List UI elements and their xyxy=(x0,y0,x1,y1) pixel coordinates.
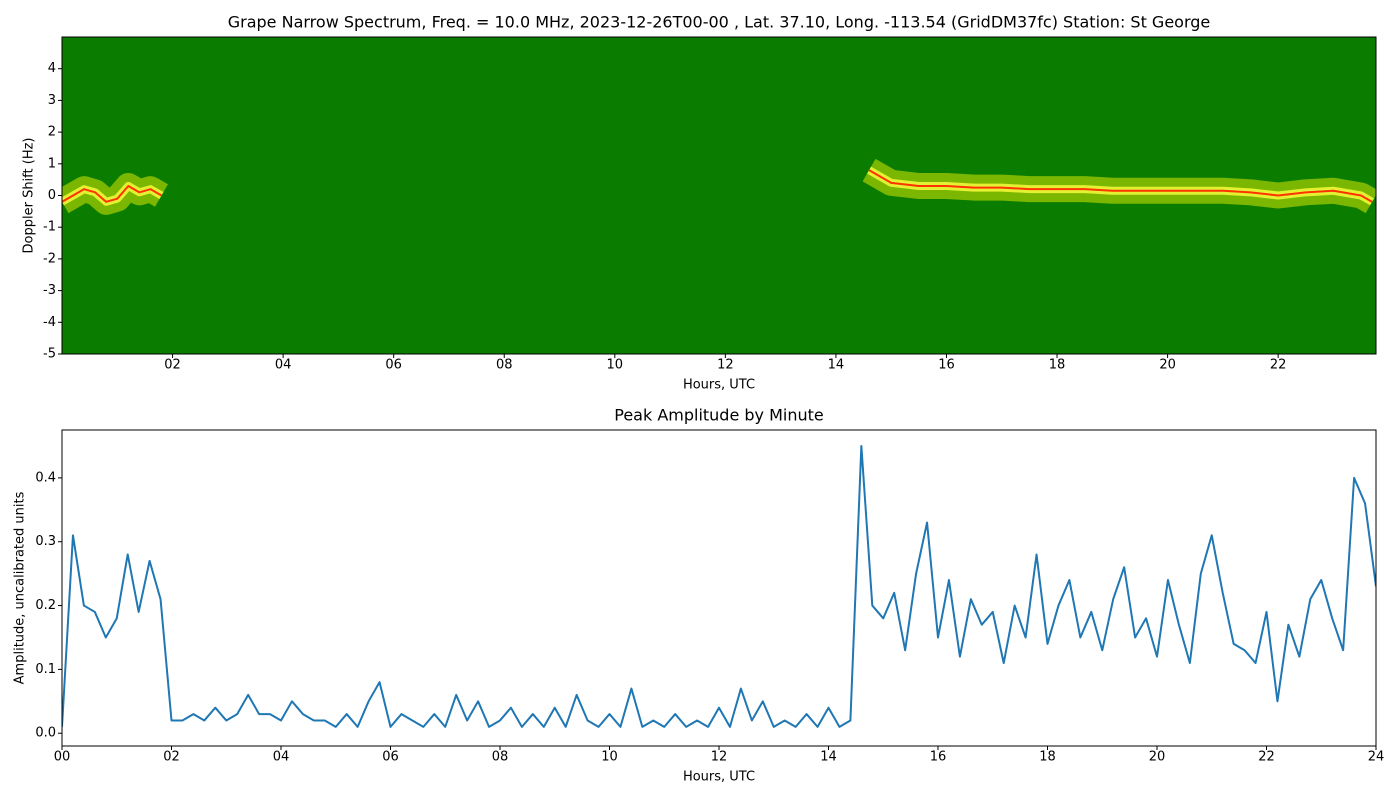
plot-frame xyxy=(61,429,1377,747)
y-tick-label: -5 xyxy=(43,347,56,362)
x-tick-label: 10 xyxy=(601,750,618,765)
x-tick-label: 20 xyxy=(1149,750,1166,765)
x-tick-label: 16 xyxy=(938,358,955,373)
y-tick-label: 0.1 xyxy=(35,662,56,677)
x-tick-label: 12 xyxy=(717,358,734,373)
x-tick-label: 22 xyxy=(1258,750,1275,765)
x-tick-label: 08 xyxy=(492,750,509,765)
x-tick-label: 10 xyxy=(607,358,624,373)
x-tick-label: 06 xyxy=(382,750,399,765)
y-tick-label: -2 xyxy=(43,251,56,266)
y-tick-label: 1 xyxy=(48,156,56,171)
y-tick-label: 3 xyxy=(48,93,56,108)
x-tick-label: 04 xyxy=(275,358,292,373)
x-tick-label: 12 xyxy=(711,750,728,765)
x-tick-label: 20 xyxy=(1159,358,1176,373)
x-tick-label: 02 xyxy=(163,750,180,765)
y-tick-label: -3 xyxy=(43,283,56,298)
y-tick-label: 0.0 xyxy=(35,726,56,741)
x-tick-label: 04 xyxy=(273,750,290,765)
y-tick-label: 2 xyxy=(48,125,56,140)
x-axis-label: Hours, UTC xyxy=(683,770,755,785)
x-axis-label: Hours, UTC xyxy=(683,378,755,393)
x-tick-label: 14 xyxy=(828,358,845,373)
plot-area xyxy=(62,37,1376,354)
x-tick-label: 22 xyxy=(1270,358,1287,373)
y-tick-label: -4 xyxy=(43,315,56,330)
peak-trace xyxy=(62,169,1373,203)
x-tick-label: 06 xyxy=(385,358,402,373)
y-tick-label: -1 xyxy=(43,220,56,235)
x-tick-label: 24 xyxy=(1368,750,1385,765)
y-axis-label: Amplitude, uncalibrated units xyxy=(13,491,28,684)
chart-title: Peak Amplitude by Minute xyxy=(614,406,824,425)
y-tick-label: 0 xyxy=(48,188,56,203)
x-tick-label: 08 xyxy=(496,358,513,373)
x-tick-label: 18 xyxy=(1049,358,1066,373)
y-tick-label: 0.3 xyxy=(35,534,56,549)
x-tick-label: 00 xyxy=(54,750,71,765)
x-tick-label: 16 xyxy=(930,750,947,765)
y-tick-label: 4 xyxy=(48,61,56,76)
chart-title: Grape Narrow Spectrum, Freq. = 10.0 MHz,… xyxy=(228,13,1211,32)
x-tick-label: 14 xyxy=(820,750,837,765)
y-tick-label: 0.4 xyxy=(35,470,56,485)
y-tick-label: 0.2 xyxy=(35,598,56,613)
x-tick-label: 02 xyxy=(164,358,181,373)
x-tick-label: 18 xyxy=(1039,750,1056,765)
plot-area xyxy=(62,444,1376,728)
amplitude-line xyxy=(62,444,1376,728)
y-axis-label: Doppler Shift (Hz) xyxy=(22,138,37,254)
